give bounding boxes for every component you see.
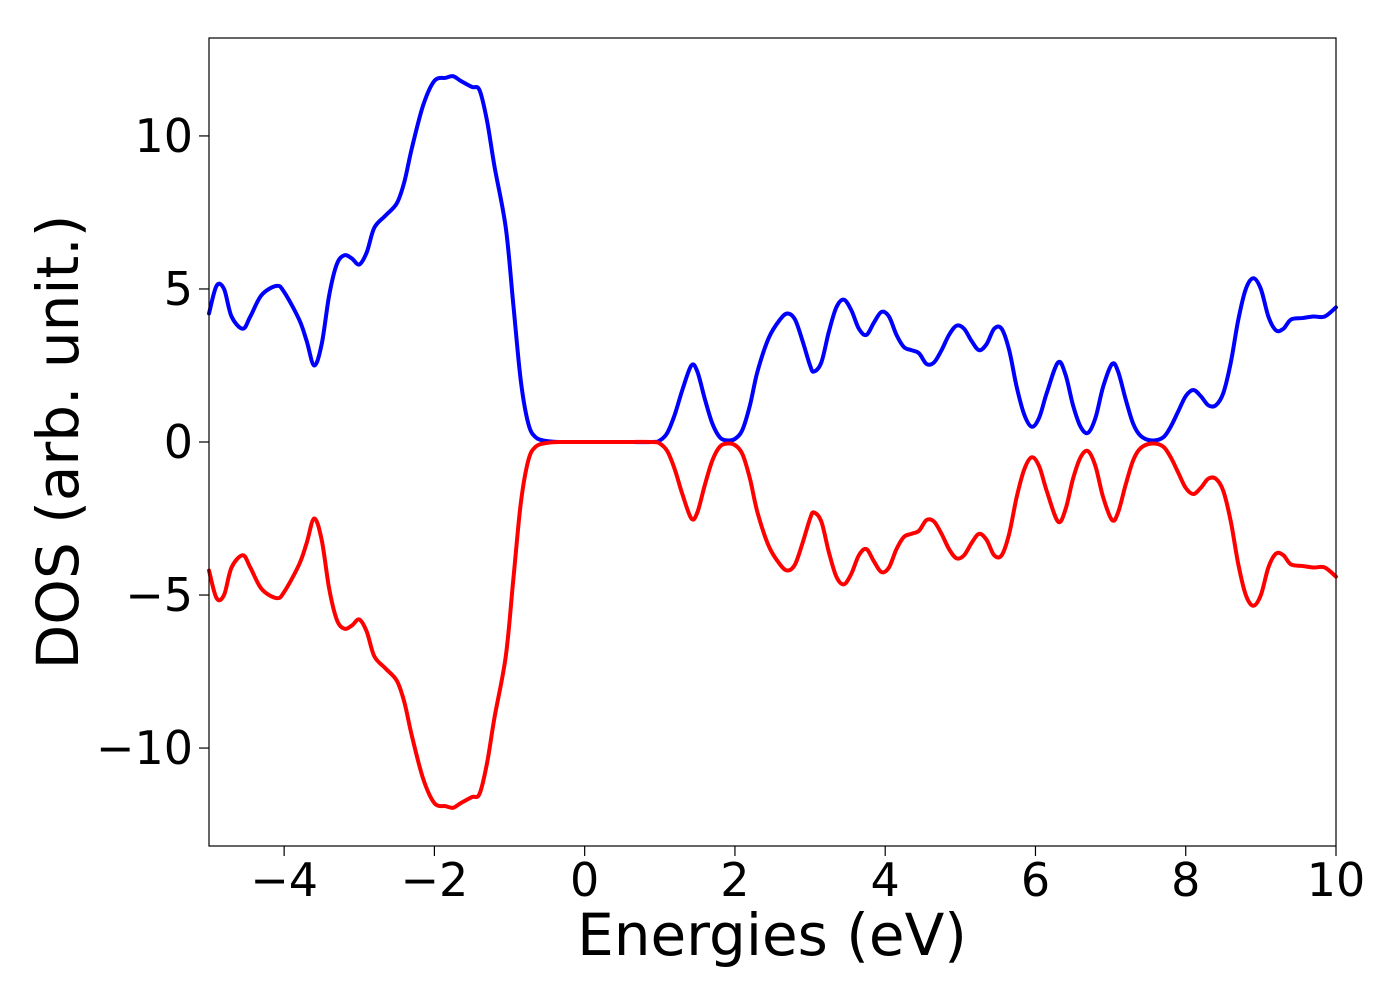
series-layer bbox=[207, 74, 1338, 810]
y-axis: −10 −5 0 5 10 bbox=[96, 109, 209, 775]
x-axis-label: Energies (eV) bbox=[577, 901, 967, 969]
x-axis: −4 −2 0 2 4 6 8 10 bbox=[250, 846, 1365, 907]
series-line-2 bbox=[207, 439, 1338, 810]
y-tick-label: 0 bbox=[164, 415, 193, 469]
x-tick-label: 4 bbox=[871, 853, 900, 907]
y-axis-label: DOS (arb. unit.) bbox=[24, 215, 92, 670]
x-tick-label: 0 bbox=[570, 853, 599, 907]
y-tick-label: 5 bbox=[164, 262, 193, 316]
x-tick-label: 10 bbox=[1307, 853, 1366, 907]
x-tick-label: −4 bbox=[250, 853, 318, 907]
y-tick-label: −10 bbox=[96, 721, 193, 775]
y-tick-label: −5 bbox=[125, 568, 193, 622]
x-tick-label: −2 bbox=[400, 853, 468, 907]
series-line-1 bbox=[207, 74, 1338, 445]
plot-frame bbox=[208, 37, 1337, 847]
x-tick-label: 8 bbox=[1171, 853, 1200, 907]
x-tick-label: 2 bbox=[720, 853, 749, 907]
y-tick-label: 10 bbox=[134, 109, 193, 163]
x-tick-label: 6 bbox=[1021, 853, 1050, 907]
